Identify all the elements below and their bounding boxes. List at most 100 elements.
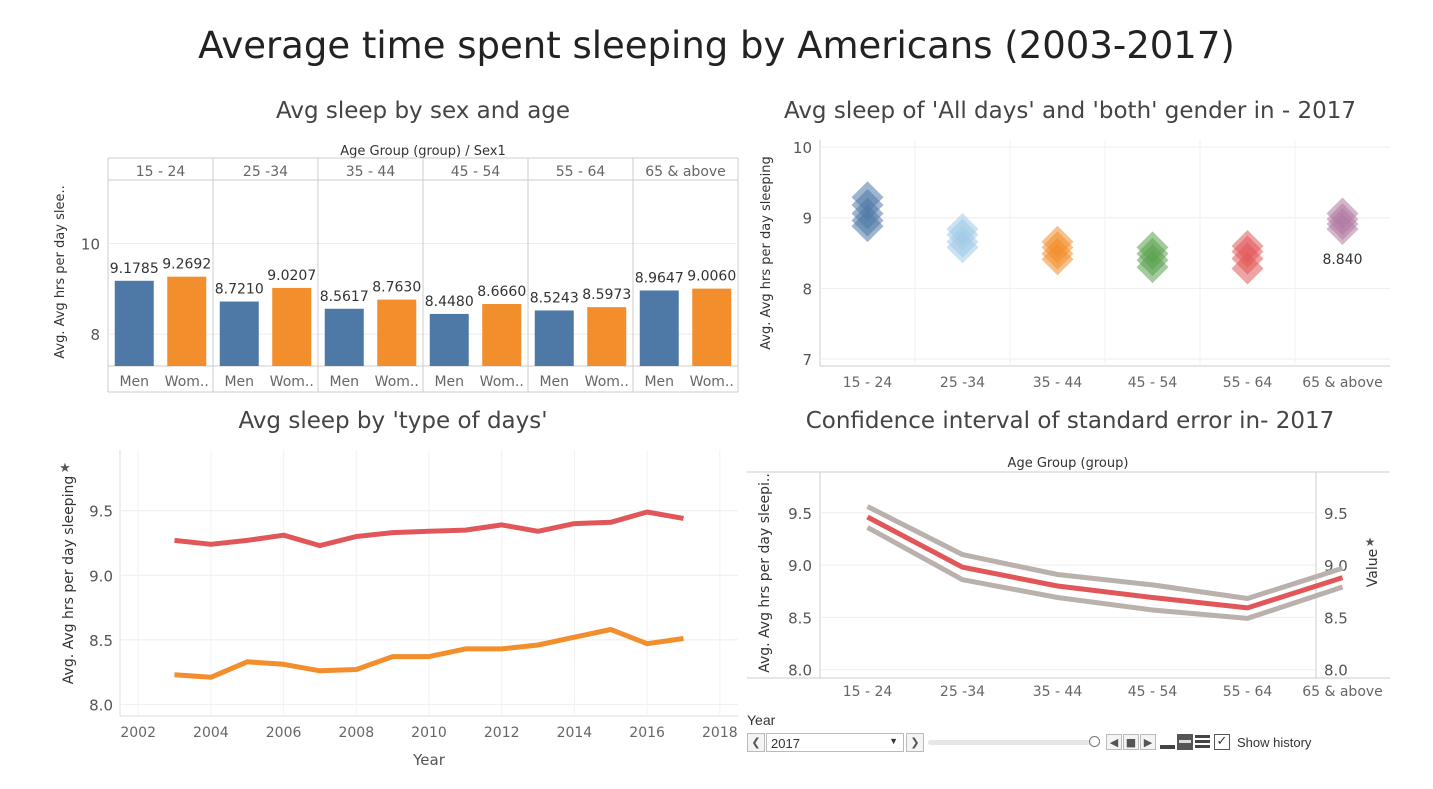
sex-label: Wom.. — [480, 374, 524, 390]
scatter-chart-all-days[interactable]: 10 9 8 7 Avg. Avg hrs per day sleeping 15 - 2… — [759, 139, 1390, 391]
y-axis-label: Avg. Avg hrs per day sleeping — [61, 476, 77, 684]
speed-slow-icon — [1160, 745, 1175, 749]
y-tick-label-right: 8.0 — [1324, 662, 1348, 680]
speed-medium-button[interactable] — [1177, 734, 1193, 750]
y-tick-label-right: 9.5 — [1324, 505, 1348, 523]
step-back-icon: ◀ — [1109, 735, 1119, 749]
bar — [272, 287, 312, 366]
x-tick-label: 15 - 24 — [843, 684, 893, 700]
bar-value-label: 9.2692 — [162, 257, 211, 273]
y-axis-label: Avg. Avg hrs per day sleeping — [759, 156, 774, 350]
bar-value-label: 8.5243 — [530, 290, 579, 306]
x-tick-label: 2014 — [557, 725, 593, 741]
x-tick-label: 25 -34 — [940, 375, 985, 391]
sex-label: Wom.. — [165, 374, 209, 390]
age-group-header: 35 - 44 — [346, 164, 396, 180]
bar-value-label: 9.0060 — [687, 269, 736, 285]
pin-icon: ★ — [1365, 535, 1376, 549]
x-tick-label: 55 - 64 — [1223, 375, 1273, 391]
x-tick-label: 45 - 54 — [1128, 684, 1178, 700]
bar — [587, 307, 627, 366]
bar-value-label: 9.0207 — [267, 268, 316, 284]
year-select[interactable]: 2017 ▼ — [766, 733, 904, 752]
step-forward-icon: ▶ — [1143, 735, 1153, 749]
bar — [534, 310, 574, 366]
sex-label: Men — [539, 374, 569, 390]
sex-label: Men — [224, 374, 254, 390]
x-tick-label: 35 - 44 — [1033, 684, 1083, 700]
ci-line — [866, 514, 1344, 611]
y-tick-label: 9.0 — [788, 557, 812, 575]
speed-fast-icon — [1195, 745, 1210, 748]
speed-fast-button[interactable] — [1195, 734, 1211, 750]
bar — [324, 308, 364, 366]
x-tick-label: 2016 — [629, 725, 665, 741]
y-axis-label-right: Value — [1365, 549, 1381, 587]
chevron-down-icon: ▼ — [889, 736, 898, 746]
x-axis-label: Year — [412, 751, 446, 769]
dashboard-title: Average time spent sleeping by Americans… — [198, 24, 1235, 67]
x-tick-label: 2012 — [484, 725, 520, 741]
ci-header: Age Group (group) — [1008, 456, 1129, 471]
ci-line — [866, 504, 1344, 601]
bar — [429, 313, 469, 366]
chevron-right-icon: ❯ — [910, 736, 920, 749]
year-prev-button[interactable]: ❮ — [747, 733, 765, 752]
y-tick-label: 9 — [802, 210, 812, 228]
year-next-button[interactable]: ❯ — [906, 733, 924, 752]
year-slider-handle[interactable] — [1089, 736, 1100, 747]
bar — [482, 304, 522, 366]
year-select-value: 2017 — [771, 736, 800, 751]
x-tick-label: 2004 — [193, 725, 229, 741]
sex-label: Wom.. — [375, 374, 419, 390]
speed-slow-button[interactable] — [1160, 735, 1175, 749]
confidence-interval-chart[interactable]: Age Group (group)9.5 9.59.0 9.08.5 8.58.0 8.… — [747, 456, 1390, 700]
y-tick-label: 9.5 — [788, 505, 812, 523]
x-tick-label: 65 & above — [1302, 375, 1383, 391]
x-tick-label: 45 - 54 — [1128, 375, 1178, 391]
bar-value-label: 8.7210 — [215, 282, 264, 298]
diamond-marker — [1136, 251, 1169, 284]
age-group-header: 45 - 54 — [451, 164, 501, 180]
year-slider-track[interactable] — [928, 740, 1096, 745]
stop-button[interactable]: ■ — [1123, 734, 1139, 750]
step-back-button[interactable]: ◀ — [1106, 734, 1122, 750]
ci-line — [866, 525, 1344, 621]
x-tick-label: 2006 — [266, 725, 302, 741]
bar — [692, 288, 732, 366]
y-axis-label: Avg. Avg hrs per day sleepi.. — [757, 473, 773, 673]
show-history-checkbox[interactable]: ✓ — [1214, 734, 1230, 750]
x-tick-label: 2002 — [120, 725, 156, 741]
diamond-marker — [1326, 212, 1359, 245]
bar-value-label: 8.5973 — [582, 287, 631, 303]
x-tick-label: 2018 — [702, 725, 738, 741]
bar-chart-sex-age[interactable]: Age Group (group) / Sex1 10 8 Avg. Avg hrs … — [53, 144, 739, 393]
y-tick-label: 9.5 — [89, 503, 113, 521]
y-tick-label: 7 — [802, 351, 812, 369]
bar — [639, 290, 679, 366]
bar-chart-title: Avg sleep by sex and age — [275, 98, 571, 124]
bar — [219, 301, 259, 366]
y-tick-label-right: 8.5 — [1324, 609, 1348, 627]
sex-label: Wom.. — [270, 374, 314, 390]
x-tick-label: 35 - 44 — [1033, 375, 1083, 391]
step-forward-button[interactable]: ▶ — [1140, 734, 1156, 750]
y-tick-label: 10 — [81, 236, 100, 254]
x-tick-label: 65 & above — [1302, 684, 1383, 700]
y-tick-label: 8.5 — [788, 609, 812, 627]
y-tick-label: 10 — [793, 139, 812, 157]
x-tick-label: 2008 — [338, 725, 374, 741]
year-filter-label: Year — [747, 712, 776, 728]
x-tick-label: 25 -34 — [940, 684, 985, 700]
bar-value-label: 8.5617 — [320, 289, 369, 305]
speed-medium-icon — [1179, 740, 1191, 743]
x-tick-label: 2010 — [411, 725, 447, 741]
age-group-header: 15 - 24 — [136, 164, 186, 180]
sex-label: Wom.. — [690, 374, 734, 390]
line-chart-type-of-days[interactable]: 9.5 9.0 8.5 8.0 2002 2004 2006 2008 2010 2012 2014… — [59, 450, 738, 769]
y-axis-label: Avg. Avg hrs per day slee.. — [53, 185, 68, 358]
bar — [377, 299, 417, 366]
diamond-marker — [1041, 243, 1074, 276]
point-annotation: 8.840 — [1322, 252, 1362, 268]
